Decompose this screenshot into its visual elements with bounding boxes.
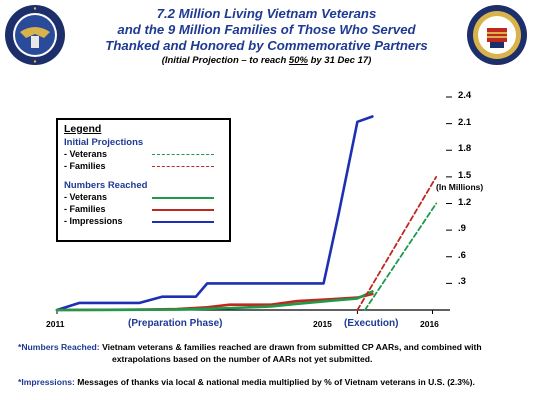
legend-label: - Veterans <box>64 149 108 159</box>
y-tick-label: 1.5 <box>458 169 472 181</box>
series-line-veterans-projection <box>363 202 438 311</box>
legend-swatch-green-dashed <box>152 154 214 155</box>
chart-title-line-1: 7.2 Million Living Vietnam Veterans <box>156 6 377 21</box>
footnote-text: Vietnam veterans & families reached are … <box>102 342 482 352</box>
legend-row-reached-families: - Families <box>64 203 223 215</box>
department-of-defense-seal <box>5 5 65 65</box>
series-line-families-projection <box>356 175 438 311</box>
y-tick-label: 2.1 <box>458 116 472 128</box>
legend-group-initial-projections: Initial Projections <box>64 137 144 148</box>
y-tick-label: .9 <box>458 223 466 235</box>
legend-swatch-blue-solid <box>152 221 214 223</box>
y-tick-label: 1.8 <box>458 143 472 155</box>
subtitle-percent: 50% <box>288 55 308 66</box>
chart-subtitle: (Initial Projection – to reach 50% by 31… <box>90 54 443 67</box>
y-tick-label: 2.4 <box>458 90 472 101</box>
vietnam-war-commemoration-seal <box>467 5 527 65</box>
subtitle-post: by 31 Dec 17) <box>307 55 372 66</box>
y-tick-label: 1.2 <box>458 196 472 208</box>
legend-swatch-red-solid <box>152 209 214 211</box>
footnote-tag: *Impressions: <box>18 377 75 387</box>
legend-title: Legend <box>64 123 102 135</box>
chart-title-line-3: Thanked and Honored by Commemorative Par… <box>105 38 428 53</box>
legend-group-numbers-reached: Numbers Reached <box>64 180 148 191</box>
footnote-tag: *Numbers Reached: <box>18 342 100 352</box>
legend-label: - Veterans <box>64 192 108 202</box>
chart-title-block: 7.2 Million Living Vietnam Veterans and … <box>90 6 443 67</box>
y-tick-label: .6 <box>458 249 466 261</box>
y-tick-label: .3 <box>458 276 466 288</box>
series-layer <box>55 115 438 312</box>
legend-swatch-green-solid <box>152 197 214 199</box>
legend-swatch-red-dashed <box>152 166 214 167</box>
footnote-numbers-reached-cont: extrapolations based on the number of AA… <box>112 354 373 364</box>
y-axis-units: (In Millions) <box>436 182 484 192</box>
x-label-2011: 2011 <box>46 319 65 329</box>
chart-title-line-2: and the 9 Million Families of Those Who … <box>117 22 416 37</box>
legend-label: - Families <box>64 204 106 214</box>
footnote-text: Messages of thanks via local & national … <box>77 377 475 387</box>
footnote-numbers-reached: *Numbers Reached: Vietnam veterans & fam… <box>18 342 482 352</box>
legend-row-projected-families: - Families <box>64 160 223 172</box>
subtitle-pre: (Initial Projection – to reach <box>161 55 289 66</box>
series-line-impressions-reached <box>55 115 374 312</box>
legend-label: - Impressions <box>64 216 123 226</box>
footnote-impressions: *Impressions: Messages of thanks via loc… <box>18 377 475 387</box>
legend: Legend Initial Projections - Veterans - … <box>56 118 231 242</box>
phase-label-preparation: (Preparation Phase) <box>128 318 223 329</box>
phase-label-execution: (Execution) <box>344 318 399 329</box>
legend-label: - Families <box>64 161 106 171</box>
legend-row-impressions: - Impressions <box>64 215 223 227</box>
series-line-veterans-reached <box>55 290 374 312</box>
legend-row-reached-veterans: - Veterans <box>64 191 223 203</box>
legend-row-projected-veterans: - Veterans <box>64 148 223 160</box>
x-label-2015: 2015 <box>313 319 332 329</box>
x-label-2016: 2016 <box>420 319 439 329</box>
